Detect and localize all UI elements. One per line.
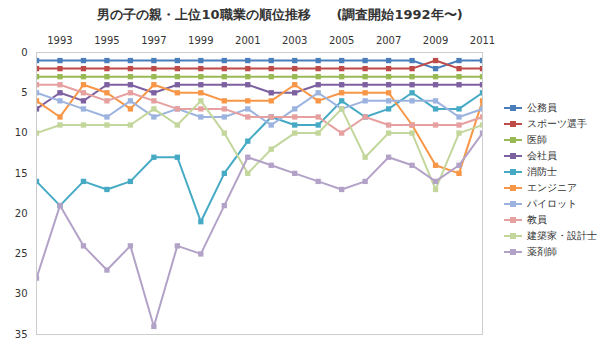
html-text:医師: 医師 — [527, 134, 547, 145]
svg-text:2011: 2011 — [470, 35, 495, 46]
svg-text:2005: 2005 — [329, 35, 354, 46]
html-text:消防士: 消防士 — [527, 166, 557, 177]
svg-text:15: 15 — [15, 168, 28, 179]
html-text:薬剤師: 薬剤師 — [527, 246, 557, 257]
svg-text:1999: 1999 — [188, 35, 213, 46]
svg-text:20: 20 — [15, 208, 28, 219]
svg-text:2007: 2007 — [376, 35, 401, 46]
svg-text:5: 5 — [21, 87, 27, 98]
html-text:男の子の親・上位10職業の順位推移 (調査開始1992年〜): 男の子の親・上位10職業の順位推移 (調査開始1992年〜) — [97, 7, 463, 22]
html-text:スポーツ選手: スポーツ選手 — [527, 118, 587, 129]
html-text:パイロット: パイロット — [527, 198, 577, 209]
html-text:公務員: 公務員 — [527, 102, 557, 113]
svg-text:2009: 2009 — [423, 35, 448, 46]
svg-text:2003: 2003 — [282, 35, 307, 46]
svg-text:2001: 2001 — [235, 35, 260, 46]
svg-text:10: 10 — [15, 127, 28, 138]
svg-text:1995: 1995 — [94, 35, 119, 46]
html-text:教員: 教員 — [527, 214, 547, 225]
html-text:建築家・設計士: 建築家・設計士 — [527, 230, 597, 241]
html-text:会社員: 会社員 — [527, 150, 557, 161]
svg-text:1993: 1993 — [47, 35, 72, 46]
svg-text:30: 30 — [15, 288, 28, 299]
html-text:エンジニア: エンジニア — [527, 182, 577, 193]
svg-text:0: 0 — [21, 47, 27, 58]
svg-text:35: 35 — [15, 329, 28, 340]
svg-text:1997: 1997 — [141, 35, 166, 46]
svg-text:25: 25 — [15, 248, 28, 259]
